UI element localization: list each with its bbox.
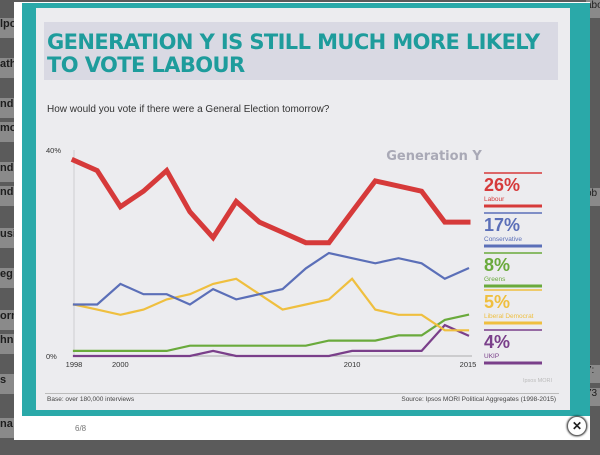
legend-value: 8% bbox=[484, 255, 510, 275]
legend-series-name: Liberal Democrat bbox=[484, 313, 534, 320]
legend-value: 4% bbox=[484, 332, 510, 352]
base-note: Base: over 180,000 interviews bbox=[47, 396, 135, 403]
slide-title-line-2: TO VOTE LABOUR bbox=[47, 53, 245, 77]
series-line-liberal-democrat bbox=[72, 277, 470, 332]
x-tick-label: 2000 bbox=[112, 360, 129, 369]
source-note: Source: Ipsos MORI Political Aggregates … bbox=[401, 396, 556, 403]
footer-divider bbox=[45, 393, 559, 394]
x-tick-label: 2010 bbox=[344, 360, 361, 369]
legend-value: 26% bbox=[484, 175, 520, 195]
y-tick-label: 0% bbox=[46, 352, 57, 361]
watermark: Ipsos MORI bbox=[523, 378, 553, 384]
legend-series-name: Greens bbox=[484, 276, 506, 283]
series-line-conservative bbox=[72, 251, 470, 306]
page-counter: 6/8 bbox=[75, 424, 87, 433]
chart-title: Generation Y bbox=[386, 149, 482, 164]
legend-value: 17% bbox=[484, 215, 520, 235]
slide-title-line-1: GENERATION Y IS STILL MUCH MORE LIKELY bbox=[47, 30, 540, 54]
x-tick-label: 2015 bbox=[460, 360, 477, 369]
legend-value: 5% bbox=[484, 292, 510, 312]
x-tick-label: 1998 bbox=[66, 360, 83, 369]
title-band: GENERATION Y IS STILL MUCH MORE LIKELY T… bbox=[44, 22, 558, 80]
series-line-labour bbox=[70, 157, 471, 246]
close-button[interactable]: ✕ bbox=[567, 416, 587, 436]
series-line-ukip bbox=[72, 323, 470, 358]
legend-series-name: Conservative bbox=[484, 236, 522, 243]
legend-series-name: UKIP bbox=[484, 353, 499, 360]
legend-series-name: Labour bbox=[484, 196, 505, 203]
y-tick-label: 40% bbox=[46, 146, 61, 155]
slide: GENERATION Y IS STILL MUCH MORE LIKELY T… bbox=[36, 8, 570, 410]
line-chart: 40% 0% 1998 2000 2010 2015 Generation Y26%Labo… bbox=[46, 146, 553, 384]
series-line-greens bbox=[72, 313, 470, 352]
survey-question: How would you vote if there were a Gener… bbox=[47, 104, 330, 115]
